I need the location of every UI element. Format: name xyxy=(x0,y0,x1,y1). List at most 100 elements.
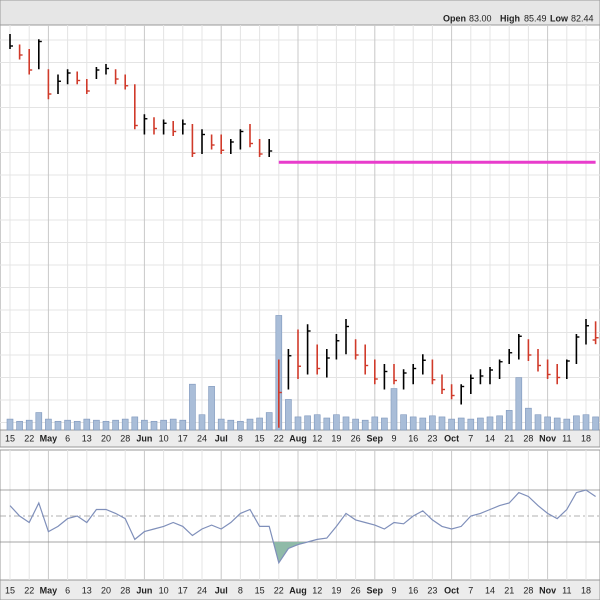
volume-bar xyxy=(553,417,561,431)
x-tick-label: May xyxy=(40,585,58,595)
volume-bar xyxy=(265,412,273,431)
volume-bar xyxy=(83,418,91,431)
x-tick-label: 17 xyxy=(178,433,188,443)
volume-bar xyxy=(150,420,158,431)
volume-bar xyxy=(131,416,139,431)
header-value: 83.00 xyxy=(469,13,492,23)
x-tick-label: Sep xyxy=(367,433,384,443)
x-tick-label: 22 xyxy=(274,585,284,595)
x-tick-label: 13 xyxy=(82,585,92,595)
volume-bar xyxy=(515,377,523,431)
volume-bar xyxy=(45,418,52,431)
volume-bar xyxy=(563,418,571,431)
volume-bar xyxy=(477,417,484,431)
volume-bar xyxy=(381,417,388,431)
volume-bar xyxy=(467,418,475,431)
price-pane xyxy=(0,24,600,431)
volume-bar xyxy=(486,416,494,431)
header-label: Open xyxy=(443,13,466,23)
x-tick-label: 13 xyxy=(82,433,92,443)
x-tick-label: 14 xyxy=(485,433,495,443)
volume-bar xyxy=(313,414,321,431)
volume-bar xyxy=(304,415,311,431)
x-tick-label: 16 xyxy=(408,585,418,595)
x-tick-label: Jul xyxy=(215,585,228,595)
x-tick-label: 8 xyxy=(238,585,243,595)
volume-bar xyxy=(198,414,206,431)
volume-bar xyxy=(323,417,331,431)
volume-bar xyxy=(179,419,187,431)
x-tick-label: 19 xyxy=(331,585,341,595)
volume-bar xyxy=(592,416,599,431)
volume-bar xyxy=(438,416,446,431)
x-tick-label: 6 xyxy=(65,433,70,443)
volume-bar xyxy=(400,414,407,431)
x-tick-label: 26 xyxy=(351,433,361,443)
x-tick-label: 11 xyxy=(562,433,571,443)
volume-bar xyxy=(390,388,398,431)
grid xyxy=(0,25,600,580)
x-tick-label: Sep xyxy=(367,585,384,595)
volume-bar xyxy=(73,420,81,431)
x-tick-label: 22 xyxy=(24,433,34,443)
volume-bar xyxy=(333,414,340,431)
volume-bar xyxy=(208,386,215,431)
volume-bar xyxy=(246,418,254,431)
header-label: Low xyxy=(550,13,569,23)
x-tick-label: 22 xyxy=(24,585,34,595)
x-tick-label: Jul xyxy=(215,433,228,443)
x-tick-label: 24 xyxy=(197,433,207,443)
x-tick-label: 15 xyxy=(5,585,15,595)
volume-bar xyxy=(525,407,532,431)
x-tick-label: 10 xyxy=(159,433,169,443)
x-tick-label: 23 xyxy=(427,585,437,595)
x-tick-label: Jun xyxy=(136,433,152,443)
volume-bar xyxy=(285,399,292,431)
x-axis-bar xyxy=(0,579,600,600)
x-tick-label: Jun xyxy=(136,585,152,595)
header-value: 85.49 xyxy=(524,13,547,23)
volume-bar xyxy=(496,415,503,431)
volume-bar xyxy=(189,383,196,431)
volume-bar xyxy=(93,419,100,431)
volume-bar xyxy=(16,420,23,431)
volume-bar xyxy=(342,416,350,431)
volume-bar xyxy=(457,417,465,431)
x-tick-label: Aug xyxy=(289,585,307,595)
volume-bar xyxy=(64,419,71,431)
volume-bar xyxy=(160,419,167,431)
volume-bar xyxy=(102,420,110,431)
x-tick-label: 18 xyxy=(581,585,591,595)
volume-bar xyxy=(352,418,359,431)
volume-bar xyxy=(534,414,542,431)
x-tick-label: 10 xyxy=(159,585,169,595)
x-tick-label: Aug xyxy=(289,433,307,443)
x-tick-label: 28 xyxy=(523,433,533,443)
x-tick-label: 6 xyxy=(65,585,70,595)
volume-bar xyxy=(35,412,43,431)
x-tick-label: 26 xyxy=(351,585,361,595)
volume-bar xyxy=(582,414,590,431)
volume-bar xyxy=(505,410,513,431)
x-tick-label: 21 xyxy=(504,433,514,443)
x-tick-label: 24 xyxy=(197,585,207,595)
x-tick-label: Nov xyxy=(539,433,556,443)
volume-bar xyxy=(227,419,235,431)
volume-bar xyxy=(409,416,417,431)
volume-bar xyxy=(217,418,225,431)
volume-bar xyxy=(419,417,427,431)
indicator-line xyxy=(9,489,596,565)
header-label: High xyxy=(500,13,520,23)
x-tick-label: 7 xyxy=(468,585,473,595)
x-tick-label: 18 xyxy=(581,433,591,443)
x-tick-label: 20 xyxy=(101,585,111,595)
x-tick-label: 8 xyxy=(238,433,243,443)
x-tick-label: May xyxy=(40,433,58,443)
x-tick-label: 11 xyxy=(562,585,571,595)
volume-bar xyxy=(54,420,62,431)
x-tick-label: 12 xyxy=(312,585,322,595)
x-tick-label: 15 xyxy=(255,585,265,595)
x-tick-label: 9 xyxy=(391,433,396,443)
